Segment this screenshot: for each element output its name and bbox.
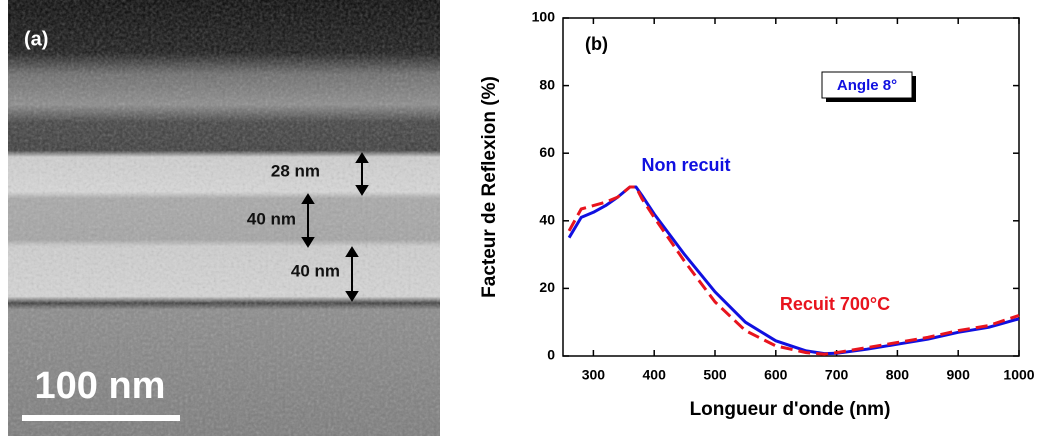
- thickness-label: 40 nm: [291, 261, 340, 280]
- y-tick-label: 20: [539, 279, 555, 295]
- plot-frame: [562, 17, 1020, 357]
- x-axis-title: Longueur d'onde (nm): [690, 399, 891, 420]
- x-tick-label: 800: [886, 367, 910, 383]
- y-tick-label: 60: [539, 144, 555, 160]
- x-tick-label: 900: [947, 367, 971, 383]
- scale-bar: [22, 415, 180, 421]
- x-tick-label: 300: [582, 367, 606, 383]
- tem-image: (a) 28 nm 40 nm 40 nm 100 nm: [8, 0, 440, 436]
- x-tick-label: 600: [764, 367, 788, 383]
- y-tick-label: 80: [539, 76, 555, 92]
- x-tick-label: 700: [825, 367, 849, 383]
- x-tick-label: 500: [703, 367, 727, 383]
- scale-bar-label: 100 nm: [35, 365, 166, 407]
- y-tick-label: 100: [532, 9, 556, 25]
- x-tick-label: 1000: [1003, 367, 1034, 383]
- thickness-label: 28 nm: [271, 161, 320, 180]
- annotation-box: [821, 71, 913, 99]
- annotation: Angle 8°: [837, 77, 897, 94]
- panel-label: (b): [585, 34, 608, 54]
- y-axis-title: Facteur de Reflexion (%): [479, 76, 500, 298]
- series-label: Non recuit: [641, 155, 730, 175]
- series-label: Recuit 700°C: [780, 294, 890, 314]
- panel-label: (a): [24, 28, 48, 50]
- y-tick-label: 0: [547, 347, 555, 363]
- series-line: [567, 185, 1020, 356]
- thickness-label: 40 nm: [247, 209, 296, 228]
- x-tick-label: 400: [643, 367, 667, 383]
- tem-noise: [8, 0, 440, 436]
- y-tick-label: 40: [539, 212, 555, 228]
- series-line: [567, 185, 1020, 356]
- thickness-arrows: [301, 152, 369, 302]
- plot: (b) Angle 8° Longueur d'onde (nm) Facteu…: [479, 17, 1020, 420]
